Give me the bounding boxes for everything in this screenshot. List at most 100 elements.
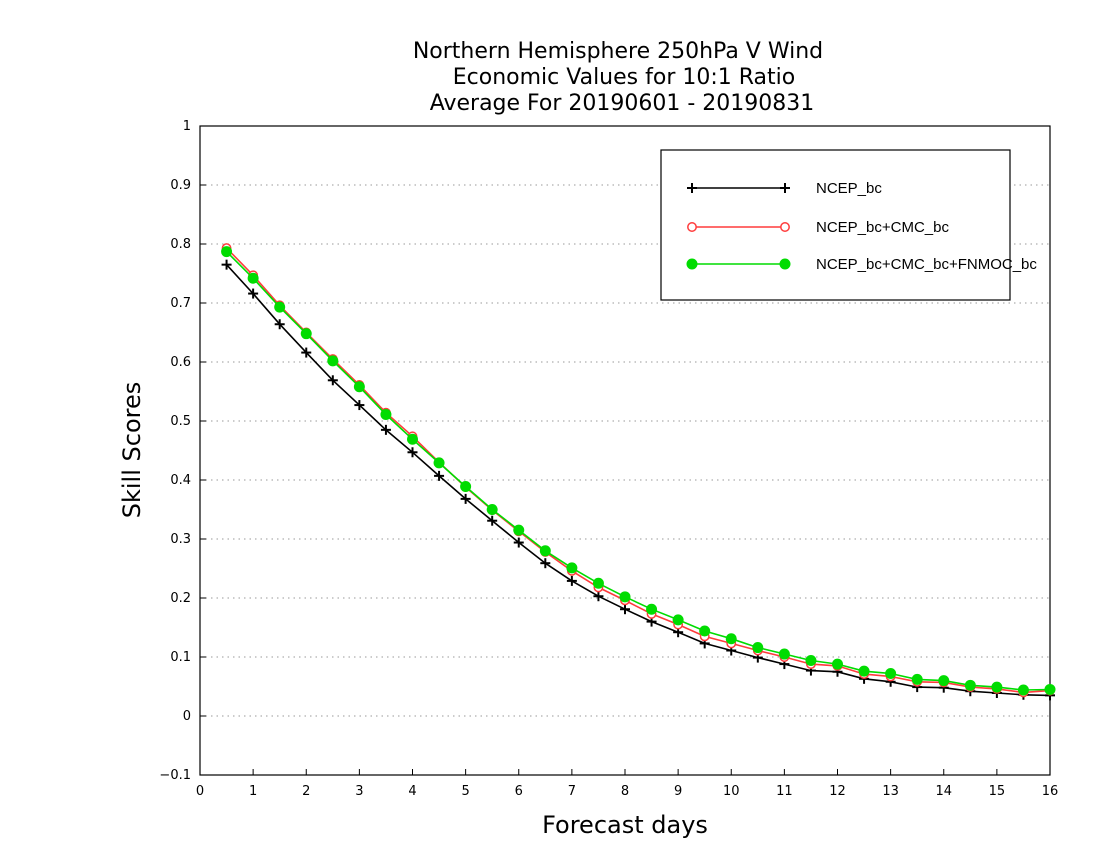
series-line	[226, 247, 1051, 694]
plus-marker	[487, 515, 498, 526]
x-tick-label: 14	[935, 784, 952, 799]
filled-circle-marker	[539, 545, 551, 557]
filled-circle-marker	[247, 272, 259, 284]
x-tick-label: 6	[515, 784, 523, 799]
x-tick-label: 4	[408, 784, 416, 799]
x-tick-label: 15	[989, 784, 1006, 799]
filled-circle-marker	[300, 328, 312, 340]
legend-label: NCEP_bc+CMC_bc+FNMOC_bc	[816, 256, 1037, 273]
legend-box	[660, 149, 1011, 301]
plus-marker	[513, 537, 524, 548]
y-tick-label: 0.3	[170, 532, 191, 547]
y-tick-label: 0.1	[170, 650, 191, 665]
filled-circle-marker	[646, 603, 658, 615]
y-tick-label: 0.9	[170, 178, 191, 193]
filled-circle-marker	[513, 524, 525, 536]
legend-item-ncep-bc-cmc-bc: NCEP_bc+CMC_bc	[687, 219, 949, 236]
filled-circle-marker	[858, 665, 870, 677]
title-line-2: Economic Values for 10:1 Ratio	[453, 65, 795, 90]
title-line-3: Average For 20190601 - 20190831	[430, 91, 815, 116]
plus-marker	[274, 319, 285, 330]
plus-marker	[620, 604, 630, 615]
filled-circle-marker	[779, 258, 791, 270]
plus-marker	[540, 558, 551, 569]
plus-marker	[221, 259, 232, 270]
y-tick-label: 1	[183, 119, 191, 134]
filled-circle-marker	[686, 258, 698, 270]
filled-circle-marker	[566, 562, 578, 574]
x-tick-label: 16	[1042, 784, 1059, 799]
y-tick-label: 0.4	[170, 473, 191, 488]
x-axis: 0 1 2 3 4 5 6 7 8 9 10 11 12 13 14 15 16	[196, 769, 1058, 799]
x-tick-label: 10	[723, 784, 740, 799]
legend-label: NCEP_bc	[816, 180, 882, 197]
x-tick-label: 3	[355, 784, 363, 799]
plus-marker	[354, 400, 365, 411]
y-tick-label: 0	[183, 709, 191, 724]
filled-circle-marker	[1044, 683, 1056, 695]
plus-marker	[434, 470, 445, 481]
x-tick-label: 12	[829, 784, 846, 799]
filled-circle-marker	[805, 655, 817, 667]
legend-label: NCEP_bc+CMC_bc	[816, 219, 949, 236]
filled-circle-marker	[752, 642, 764, 654]
plus-marker	[593, 591, 604, 602]
series-ncep-bc	[221, 259, 1055, 701]
y-axis-label: Skill Scores	[118, 382, 146, 519]
legend: NCEP_bc NCEP_bc+CMC_bc NCEP_bc+CMC_bc+FNMO…	[660, 149, 1037, 301]
x-tick-label: 11	[776, 784, 793, 799]
open-circle-marker	[780, 222, 790, 232]
series-layer	[221, 243, 1056, 701]
filled-circle-marker	[991, 681, 1003, 693]
filled-circle-marker	[885, 668, 897, 680]
x-tick-label: 2	[302, 784, 310, 799]
x-tick-label: 8	[621, 784, 629, 799]
filled-circle-marker	[619, 591, 631, 603]
plus-marker	[407, 447, 418, 458]
x-tick-label: 7	[568, 784, 576, 799]
filled-circle-marker	[699, 625, 711, 637]
filled-circle-marker	[964, 679, 976, 691]
filled-circle-marker	[725, 633, 737, 645]
plus-marker	[301, 347, 312, 358]
filled-circle-marker	[911, 673, 923, 685]
plus-marker	[248, 288, 259, 299]
filled-circle-marker	[938, 675, 950, 687]
y-tick-label: 0.8	[170, 237, 191, 252]
plus-marker	[687, 183, 697, 193]
x-tick-label: 9	[674, 784, 682, 799]
filled-circle-marker	[672, 614, 684, 626]
filled-circle-marker	[407, 433, 418, 445]
y-tick-label: −0.1	[159, 768, 191, 783]
filled-circle-marker	[433, 457, 445, 469]
x-tick-label: 1	[249, 784, 257, 799]
open-circle-marker	[687, 222, 697, 232]
plus-marker	[566, 575, 577, 586]
filled-circle-marker	[778, 648, 790, 660]
series-ncep-bc-cmc-bc-fnmoc-bc	[221, 246, 1056, 696]
plus-marker	[327, 375, 338, 386]
filled-circle-marker	[380, 409, 392, 421]
y-tick-label: 0.7	[170, 296, 191, 311]
chart-title: Northern Hemisphere 250hPa V Wind Econom…	[413, 39, 823, 116]
legend-item-ncep-bc: NCEP_bc	[687, 180, 882, 197]
legend-item-ncep-bc-cmc-bc-fnmoc-bc: NCEP_bc+CMC_bc+FNMOC_bc	[686, 256, 1037, 273]
filled-circle-marker	[592, 577, 604, 589]
filled-circle-marker	[274, 301, 286, 313]
plus-marker	[460, 493, 471, 504]
filled-circle-marker	[353, 381, 365, 393]
y-tick-label: 0.6	[170, 355, 191, 370]
filled-circle-marker	[327, 355, 339, 367]
y-axis: −0.1 0 0.1 0.2 0.3 0.4 0.5 0.6 0.7 0.8 0.9 1	[159, 119, 206, 783]
filled-circle-marker	[460, 480, 472, 492]
x-tick-label: 13	[882, 784, 899, 799]
x-tick-label: 0	[196, 784, 204, 799]
x-tick-label: 5	[461, 784, 469, 799]
title-line-1: Northern Hemisphere 250hPa V Wind	[413, 39, 823, 64]
x-axis-label: Forecast days	[542, 811, 708, 839]
series-line	[226, 251, 1051, 691]
series-ncep-bc-cmc-bc	[221, 243, 1055, 698]
plus-marker	[780, 183, 790, 193]
y-tick-label: 0.5	[170, 414, 191, 429]
